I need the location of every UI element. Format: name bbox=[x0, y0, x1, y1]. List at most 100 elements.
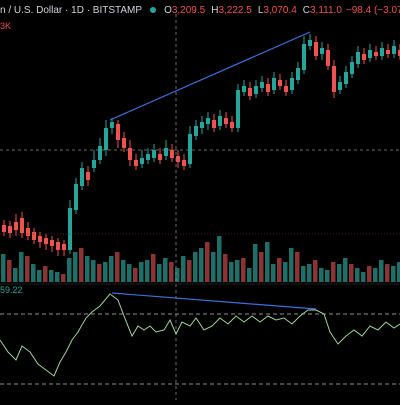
candle-body bbox=[62, 244, 66, 250]
volume-bar bbox=[217, 236, 222, 282]
volume-bar bbox=[223, 254, 228, 282]
candle-body bbox=[8, 226, 12, 233]
candle-body bbox=[188, 134, 192, 164]
volume-bar bbox=[73, 252, 78, 282]
volume-bar bbox=[211, 252, 216, 282]
candle-body bbox=[272, 78, 276, 90]
volume-bar bbox=[169, 262, 174, 282]
volume-bar bbox=[25, 256, 30, 282]
volume-bar bbox=[241, 258, 246, 282]
price-trendline bbox=[109, 31, 311, 121]
open-label: O bbox=[164, 4, 172, 16]
candle-body bbox=[44, 238, 48, 244]
volume-bar bbox=[325, 270, 330, 282]
high-label: H bbox=[211, 4, 219, 16]
candle-body bbox=[176, 156, 180, 162]
candle-body bbox=[194, 126, 198, 136]
candle-body bbox=[338, 82, 342, 90]
volume-bar bbox=[385, 264, 390, 282]
volume-bar bbox=[187, 260, 192, 282]
volume-bar bbox=[145, 260, 150, 282]
volume-bar bbox=[55, 272, 60, 282]
volume-bar bbox=[37, 270, 42, 282]
volume-bar bbox=[307, 264, 312, 282]
volume-bar bbox=[67, 258, 72, 282]
volume-bar bbox=[295, 252, 300, 282]
volume-bar bbox=[349, 264, 354, 282]
candle-body bbox=[236, 90, 240, 128]
candle-body bbox=[374, 52, 378, 56]
candle-body bbox=[20, 218, 24, 233]
high-value: 3,222.5 bbox=[218, 4, 252, 16]
candle-body bbox=[230, 122, 234, 128]
candle-body bbox=[2, 225, 6, 232]
volume-bar bbox=[13, 268, 18, 282]
candle-body bbox=[50, 240, 54, 246]
candle-body bbox=[74, 184, 78, 210]
rsi-line bbox=[0, 293, 400, 377]
volume-bar bbox=[127, 264, 132, 282]
change-value: −98.4 (−3.07%) bbox=[345, 4, 400, 16]
volume-bar bbox=[49, 270, 54, 282]
volume-bar bbox=[283, 262, 288, 282]
candle-body bbox=[68, 208, 72, 250]
candle-body bbox=[164, 148, 168, 156]
candle-body bbox=[350, 62, 354, 74]
volume-bar bbox=[151, 254, 156, 282]
candle-body bbox=[266, 84, 270, 92]
candle-body bbox=[218, 116, 222, 126]
low-label: L bbox=[257, 4, 264, 16]
volume-bar bbox=[313, 260, 318, 282]
volume-bar bbox=[61, 274, 66, 282]
close-value: 3,111.0 bbox=[310, 4, 342, 16]
volume-bar bbox=[175, 268, 180, 282]
volume-bar bbox=[43, 266, 48, 282]
volume-bar bbox=[109, 256, 114, 282]
volume-bar bbox=[355, 268, 360, 282]
volume-bar bbox=[379, 260, 384, 282]
volume-bar bbox=[247, 268, 252, 282]
close-label: C bbox=[302, 4, 310, 16]
candle-body bbox=[368, 50, 372, 58]
volume-bar bbox=[265, 242, 270, 282]
volume-bar bbox=[1, 254, 6, 282]
candle-body bbox=[200, 122, 204, 128]
candle-body bbox=[14, 222, 18, 230]
volume-bar bbox=[277, 258, 282, 282]
rsi-value-badge: 59.22 bbox=[0, 285, 23, 295]
candle-body bbox=[152, 150, 156, 158]
volume-value-badge: 3K bbox=[0, 21, 12, 31]
volume-bar bbox=[121, 260, 126, 282]
symbol-label[interactable]: n / U.S. Dollar · 1D · BITSTAMP bbox=[0, 4, 143, 16]
volume-bar bbox=[79, 248, 84, 282]
rsi-trendline bbox=[111, 292, 317, 310]
volume-bar bbox=[19, 252, 24, 282]
volume-bar bbox=[193, 252, 198, 282]
candle-body bbox=[326, 50, 330, 66]
volume-bar bbox=[157, 264, 162, 282]
candle-body bbox=[98, 146, 102, 160]
candle-body bbox=[248, 88, 252, 96]
market-status-icon bbox=[150, 7, 157, 13]
symbol-legend[interactable]: n / U.S. Dollar · 1D · BITSTAMP O 3,209.… bbox=[0, 3, 400, 17]
candle-body bbox=[212, 120, 216, 128]
open-value: 3,209.5 bbox=[171, 4, 206, 16]
volume-bar bbox=[31, 264, 36, 282]
volume-bar bbox=[7, 260, 12, 282]
candle-body bbox=[38, 236, 42, 242]
candle-body bbox=[302, 44, 306, 70]
candle-body bbox=[380, 48, 384, 56]
candle-body bbox=[170, 150, 174, 158]
volume-bar bbox=[205, 242, 210, 282]
low-value: 3,070.4 bbox=[263, 4, 297, 16]
volume-bar bbox=[91, 260, 96, 282]
candle-body bbox=[320, 48, 324, 54]
volume-bar bbox=[115, 252, 120, 282]
volume-bar bbox=[271, 264, 276, 282]
volume-bar bbox=[361, 272, 366, 282]
volume-bar bbox=[97, 264, 102, 282]
candle-body bbox=[398, 50, 400, 56]
volume-bar bbox=[331, 262, 336, 282]
